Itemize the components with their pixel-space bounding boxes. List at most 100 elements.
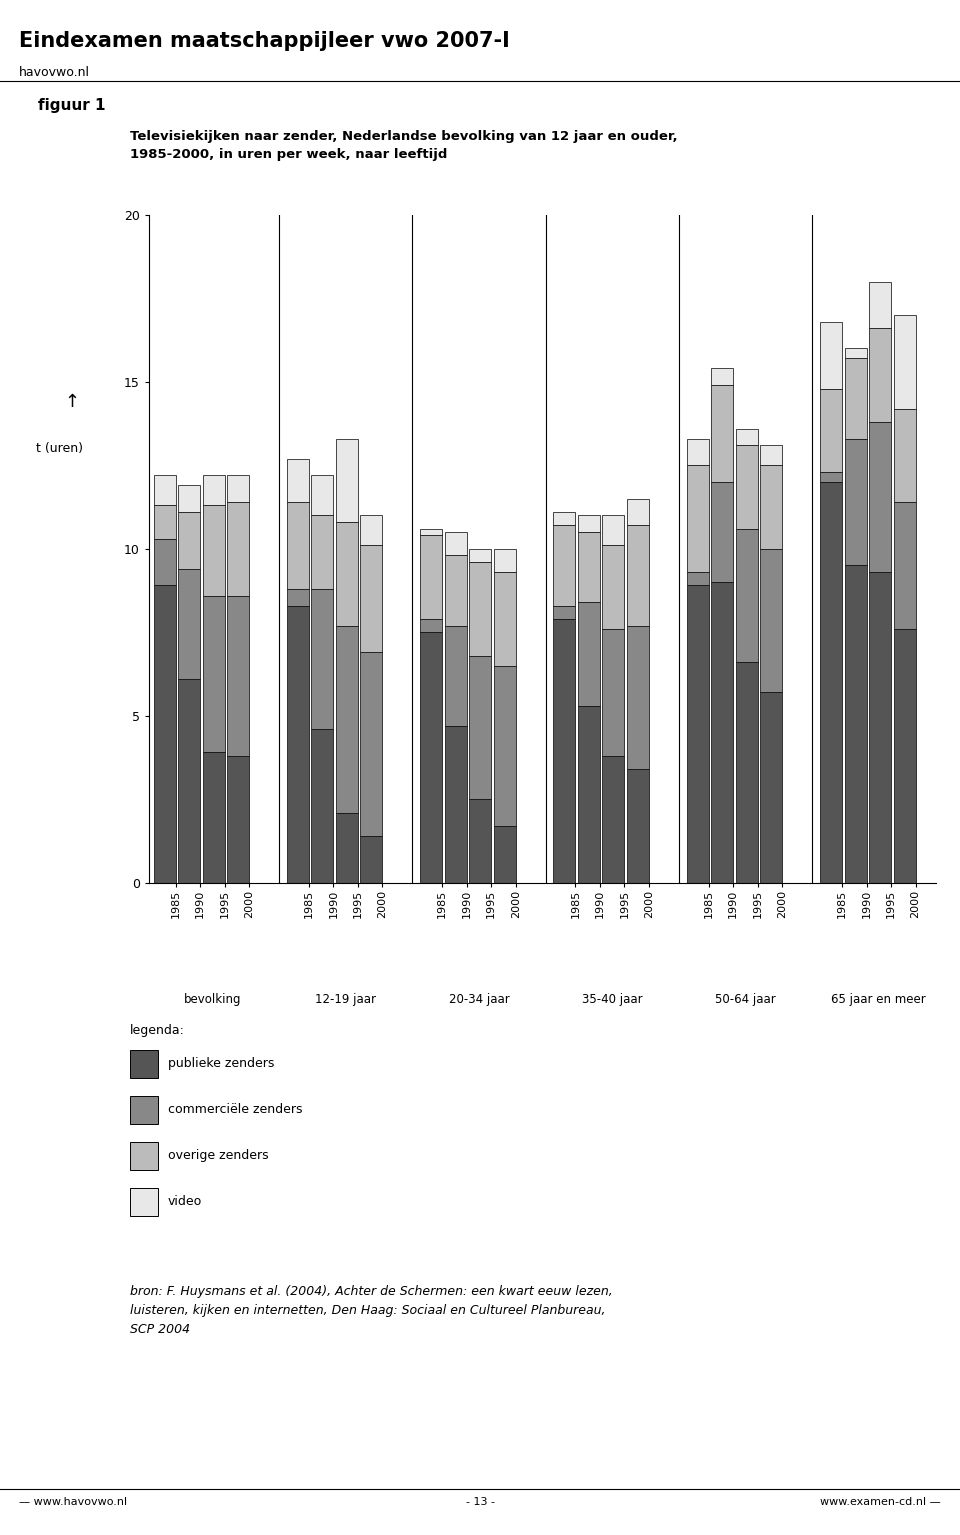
- Bar: [869, 282, 891, 328]
- Bar: [845, 348, 867, 359]
- Bar: [287, 605, 309, 883]
- Bar: [228, 476, 249, 502]
- Bar: [578, 533, 600, 602]
- Bar: [820, 322, 842, 388]
- Bar: [469, 562, 492, 655]
- Text: 35-40 jaar: 35-40 jaar: [582, 993, 642, 1005]
- Bar: [444, 626, 467, 726]
- Text: havovwo.nl: havovwo.nl: [19, 66, 90, 78]
- Bar: [820, 482, 842, 883]
- Bar: [154, 585, 176, 883]
- Bar: [869, 328, 891, 422]
- Bar: [228, 596, 249, 755]
- Bar: [493, 573, 516, 666]
- Bar: [336, 522, 358, 626]
- Bar: [820, 471, 842, 482]
- Bar: [178, 485, 200, 513]
- Text: 12-19 jaar: 12-19 jaar: [315, 993, 376, 1005]
- Bar: [711, 368, 733, 385]
- Bar: [493, 666, 516, 826]
- Bar: [336, 439, 358, 522]
- Bar: [553, 605, 575, 619]
- Text: t (uren): t (uren): [36, 442, 83, 454]
- Bar: [203, 752, 225, 883]
- Text: legenda:: legenda:: [130, 1024, 184, 1036]
- Bar: [553, 525, 575, 605]
- Bar: [845, 359, 867, 439]
- Text: 20-34 jaar: 20-34 jaar: [448, 993, 509, 1005]
- Bar: [603, 545, 624, 629]
- Bar: [444, 533, 467, 556]
- Bar: [203, 476, 225, 505]
- Bar: [735, 662, 757, 883]
- Bar: [869, 573, 891, 883]
- Bar: [894, 629, 916, 883]
- Bar: [228, 502, 249, 596]
- Text: 50-64 jaar: 50-64 jaar: [715, 993, 776, 1005]
- Bar: [686, 573, 708, 585]
- Bar: [287, 459, 309, 502]
- Bar: [311, 476, 333, 516]
- Text: overige zenders: overige zenders: [168, 1150, 269, 1162]
- Bar: [627, 499, 649, 525]
- Bar: [603, 516, 624, 545]
- Bar: [603, 755, 624, 883]
- Bar: [578, 602, 600, 706]
- Bar: [336, 812, 358, 883]
- Bar: [360, 545, 382, 652]
- Bar: [203, 596, 225, 752]
- Bar: [627, 626, 649, 769]
- Bar: [469, 655, 492, 800]
- Bar: [154, 539, 176, 585]
- Bar: [760, 445, 782, 465]
- Bar: [420, 536, 443, 619]
- Bar: [578, 706, 600, 883]
- Bar: [894, 315, 916, 408]
- Bar: [711, 582, 733, 883]
- Bar: [820, 388, 842, 471]
- Bar: [444, 726, 467, 883]
- Bar: [894, 408, 916, 502]
- Bar: [493, 826, 516, 883]
- Bar: [154, 476, 176, 505]
- Bar: [869, 422, 891, 573]
- Bar: [178, 569, 200, 678]
- Bar: [469, 800, 492, 883]
- Text: — www.havovwo.nl: — www.havovwo.nl: [19, 1497, 128, 1507]
- Bar: [420, 619, 443, 632]
- Bar: [760, 692, 782, 883]
- Bar: [845, 565, 867, 883]
- Text: video: video: [168, 1196, 203, 1208]
- Bar: [735, 445, 757, 528]
- Bar: [553, 513, 575, 525]
- Bar: [420, 632, 443, 883]
- Bar: [578, 516, 600, 533]
- Bar: [360, 516, 382, 545]
- Text: commerciële zenders: commerciële zenders: [168, 1104, 302, 1116]
- Bar: [311, 729, 333, 883]
- Bar: [553, 619, 575, 883]
- Bar: [735, 528, 757, 662]
- Text: - 13 -: - 13 -: [466, 1497, 494, 1507]
- Text: bron: F. Huysmans et al. (2004), Achter de Schermen: een kwart eeuw lezen,
luist: bron: F. Huysmans et al. (2004), Achter …: [130, 1285, 612, 1335]
- Text: figuur 1: figuur 1: [38, 98, 106, 114]
- Bar: [311, 516, 333, 589]
- Bar: [711, 385, 733, 482]
- Bar: [420, 528, 443, 536]
- Bar: [711, 482, 733, 582]
- Text: ↑: ↑: [64, 393, 80, 411]
- Bar: [336, 626, 358, 812]
- Text: Televisiekijken naar zender, Nederlandse bevolking van 12 jaar en ouder,
1985-20: Televisiekijken naar zender, Nederlandse…: [130, 130, 677, 161]
- Bar: [627, 525, 649, 626]
- Bar: [360, 837, 382, 883]
- Text: Eindexamen maatschappijleer vwo 2007-I: Eindexamen maatschappijleer vwo 2007-I: [19, 31, 510, 51]
- Bar: [178, 678, 200, 883]
- Bar: [287, 589, 309, 605]
- Bar: [603, 629, 624, 755]
- Text: publieke zenders: publieke zenders: [168, 1058, 275, 1070]
- Bar: [203, 505, 225, 596]
- Bar: [686, 439, 708, 465]
- Bar: [845, 439, 867, 565]
- Text: bevolking: bevolking: [183, 993, 241, 1005]
- Text: www.examen-cd.nl —: www.examen-cd.nl —: [820, 1497, 941, 1507]
